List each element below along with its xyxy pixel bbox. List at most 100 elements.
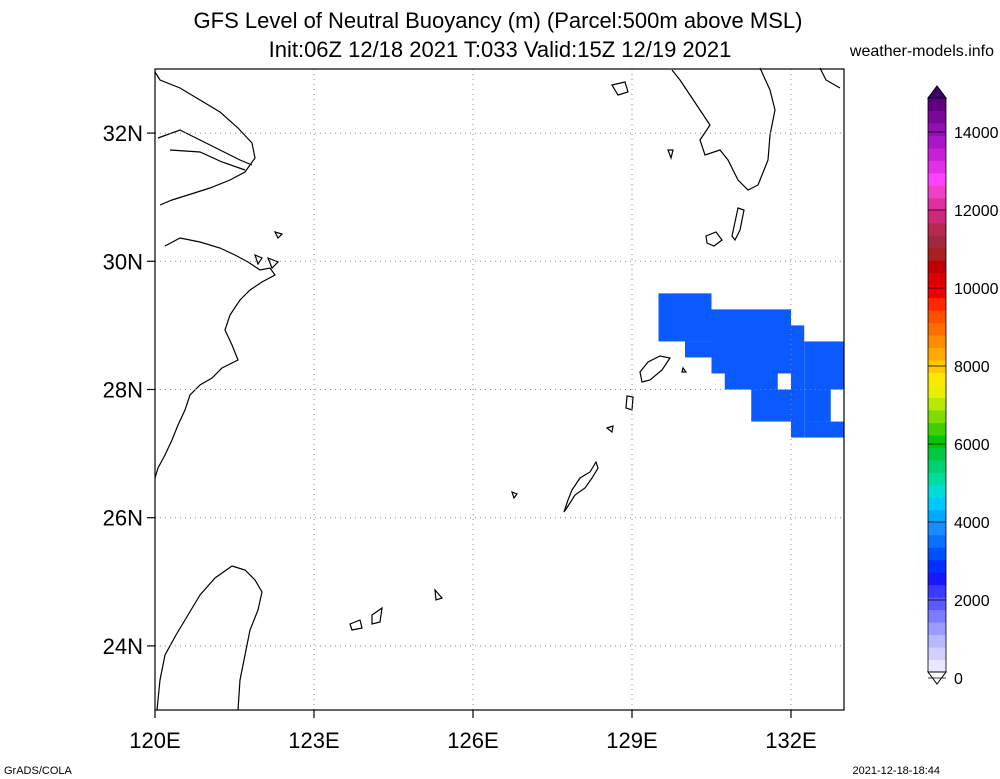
colorbar-swatch-23: [928, 372, 946, 386]
colorbar-swatch-0: [928, 659, 946, 673]
ishigaki: [349, 606, 383, 631]
colorbar-swatch-18: [928, 434, 946, 448]
axis-ticks: 120E 123E 126E 129E 132E 24N 26N 28N 30N 32N: [103, 121, 817, 753]
colorbar-swatch-16: [928, 459, 946, 473]
colorbar-label-8000: 8000: [954, 359, 990, 376]
zhoushan-islands: [254, 231, 284, 270]
lat-label-32: 32N: [103, 121, 143, 146]
yangtze-estuary: [157, 129, 253, 171]
yakushima: [705, 231, 723, 247]
kyushu-coastline: [671, 67, 841, 191]
okinawa: [563, 460, 599, 513]
china-coastline: [154, 71, 256, 206]
taiwan-coastline: [156, 565, 263, 711]
colorbar-swatch-9: [928, 547, 946, 561]
okinoerabu: [605, 425, 614, 434]
colorbar-swatch-27: [928, 322, 946, 336]
colorbar-max-arrow: [927, 85, 947, 99]
colorbar-swatch-44: [928, 110, 946, 124]
init-valid-line: Init:06Z 12/18 2021 T:033 Valid:15Z 12/1…: [268, 37, 732, 62]
colorbar-swatch-8: [928, 559, 946, 573]
colorbar-swatch-11: [928, 522, 946, 536]
lat-label-24: 24N: [103, 634, 143, 659]
lat-lon-grid: [155, 69, 844, 710]
lon-label-129: 129E: [606, 728, 657, 753]
colorbar-swatch-45: [928, 98, 946, 111]
colorbar-swatch-35: [928, 222, 946, 236]
colorbar-swatch-14: [928, 484, 946, 498]
colorbar-swatch-7: [928, 572, 946, 586]
chart-title: GFS Level of Neutral Buoyancy (m) (Parce…: [193, 8, 803, 33]
colorbar-swatch-28: [928, 310, 946, 324]
colorbar-swatch-39: [928, 172, 946, 186]
field-cell-6: [804, 341, 844, 390]
colorbar-swatch-37: [928, 197, 946, 211]
miyako: [434, 588, 444, 601]
colorbar-label-6000: 6000: [954, 437, 990, 454]
colorbar-swatch-31: [928, 272, 946, 286]
coastlines: [154, 67, 841, 711]
colorbar-label-12000: 12000: [954, 203, 999, 220]
field-cell-7: [804, 389, 831, 422]
colorbar-swatch-42: [928, 135, 946, 149]
lat-label-26: 26N: [103, 506, 143, 531]
field-cell-3: [724, 373, 778, 390]
colorbar: 0 2000 4000 6000 8000 10000 12000 14000: [927, 85, 999, 688]
field-cell-8: [804, 421, 844, 438]
chart-subtitle: Init:06Z 12/18 2021 T:033 Valid:15Z 12/1…: [0, 37, 1000, 63]
footer-timestamp: 2021-12-18-18:44: [852, 765, 940, 777]
colorbar-swatch-17: [928, 447, 946, 461]
website-label: weather-models.info: [849, 43, 994, 60]
colorbar-swatch-15: [928, 472, 946, 486]
colorbar-swatch-41: [928, 147, 946, 161]
colorbar-swatch-25: [928, 347, 946, 361]
colorbar-frame: [927, 97, 947, 673]
colorbar-swatch-24: [928, 360, 946, 374]
buoyancy-field: [658, 293, 844, 438]
colorbar-swatch-21: [928, 397, 946, 411]
colorbar-swatch-13: [928, 497, 946, 511]
colorbar-label-0: 0: [954, 671, 963, 688]
colorbar-label-4000: 4000: [954, 515, 990, 532]
colorbar-swatch-38: [928, 185, 946, 199]
lat-label-28: 28N: [103, 378, 143, 403]
colorbar-swatch-20: [928, 409, 946, 423]
colorbar-swatch-43: [928, 122, 946, 136]
colorbar-swatch-32: [928, 260, 946, 274]
colorbar-label-10000: 10000: [954, 281, 999, 298]
china-coast-south: [154, 237, 276, 479]
lon-label-123: 123E: [288, 728, 339, 753]
colorbar-swatch-2: [928, 634, 946, 648]
lon-label-120: 120E: [129, 728, 180, 753]
colorbar-swatch-29: [928, 297, 946, 311]
kume-island: [511, 490, 518, 500]
lat-label-30: 30N: [103, 249, 143, 274]
colorbar-swatch-34: [928, 235, 946, 249]
colorbar-swatch-6: [928, 584, 946, 598]
colorbar-swatch-3: [928, 622, 946, 636]
colorbar-swatch-22: [928, 385, 946, 398]
colorbar-swatch-12: [928, 509, 946, 523]
field-cell-5: [791, 325, 805, 438]
footer-software: GrADS/COLA: [4, 765, 72, 777]
colorbar-swatch-26: [928, 335, 946, 349]
amami-oshima: [639, 355, 688, 383]
lon-label-126: 126E: [447, 728, 498, 753]
tokunoshima: [625, 395, 634, 411]
colorbar-swatch-10: [928, 534, 946, 548]
colorbar-swatch-4: [928, 609, 946, 623]
colorbar-swatch-30: [928, 285, 946, 299]
colorbar-swatch-33: [928, 247, 946, 261]
colorbar-swatch-40: [928, 160, 946, 174]
colorbar-swatch-36: [928, 210, 946, 224]
field-cell-0: [658, 293, 712, 342]
field-cell-2: [685, 341, 712, 358]
lon-label-132: 132E: [765, 728, 816, 753]
colorbar-swatch-1: [928, 647, 946, 661]
colorbar-swatch-5: [928, 597, 946, 611]
field-cell-4: [751, 389, 791, 422]
tanegashima: [731, 207, 745, 242]
colorbar-label-2000: 2000: [954, 593, 990, 610]
field-cell-1: [711, 309, 791, 374]
